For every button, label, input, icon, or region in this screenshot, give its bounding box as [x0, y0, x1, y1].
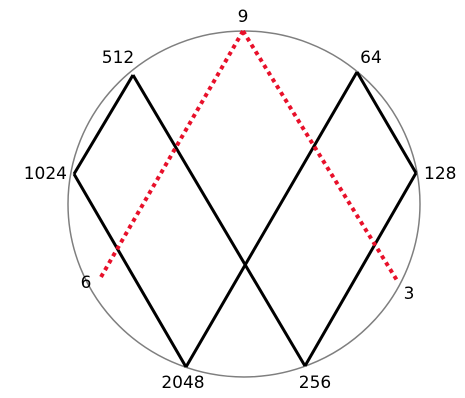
label-512: 512 — [102, 48, 134, 68]
label-2048: 2048 — [161, 373, 204, 393]
label-9: 9 — [238, 7, 249, 27]
outer-circle — [67, 30, 421, 378]
edge-512-1024 — [72, 74, 135, 175]
dotted-path — [99, 29, 400, 284]
label-128: 128 — [424, 164, 456, 184]
edge-1024-2048 — [72, 173, 188, 368]
label-3: 3 — [404, 284, 415, 304]
edge-128-256 — [303, 172, 418, 367]
label-6: 6 — [81, 273, 92, 293]
label-256: 256 — [299, 373, 331, 393]
edge-64-128 — [355, 71, 418, 174]
edge-2048-64 — [184, 71, 359, 368]
label-1024: 1024 — [24, 164, 67, 184]
label-64: 64 — [360, 48, 382, 68]
edge-9-3 — [241, 29, 400, 284]
edge-256-512 — [131, 74, 307, 367]
solid-path — [72, 71, 418, 368]
